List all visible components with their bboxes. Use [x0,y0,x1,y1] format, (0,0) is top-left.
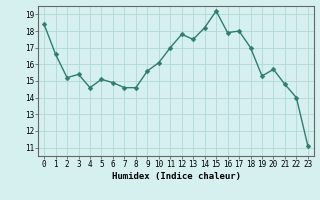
X-axis label: Humidex (Indice chaleur): Humidex (Indice chaleur) [111,172,241,181]
